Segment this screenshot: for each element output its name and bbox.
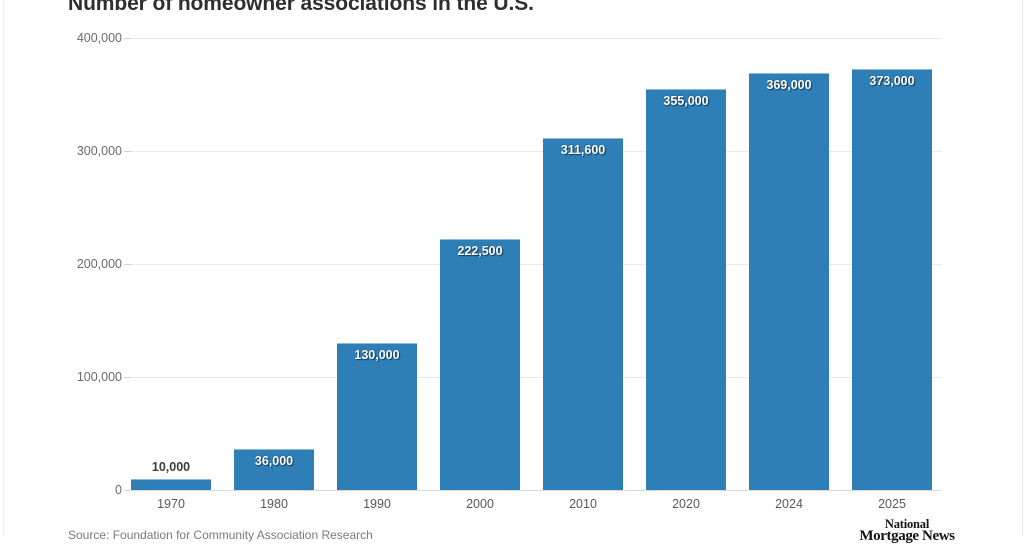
x-tick-label-1990: 1990 [363,497,391,511]
national-mortgage-news-logo: National Mortgage News [852,517,962,545]
x-tick-label-1970: 1970 [157,497,185,511]
bar-label-1970: 10,000 [151,460,191,474]
gridline-400000 [124,38,942,39]
x-tick-label-2024: 2024 [775,497,803,511]
gridline-0 [124,490,942,491]
x-tick-label-2010: 2010 [569,497,597,511]
gridline-300000 [124,151,942,152]
bar-label-2010: 311,600 [560,143,606,157]
bar-2024[interactable] [749,73,829,490]
bar-1970[interactable] [131,479,211,490]
x-tick-label-2025: 2025 [878,497,906,511]
y-tick-label-0: 0 [115,483,122,497]
x-tick-label-1980: 1980 [260,497,288,511]
logo-line-2: Mortgage News [859,527,955,544]
y-tick-label-200000: 200,000 [76,257,122,271]
gridline-100000 [124,377,942,378]
bar-label-2024: 369,000 [766,78,812,92]
bar-2000[interactable] [440,239,520,490]
y-tick-label-100000: 100,000 [76,370,122,384]
y-tick-label-400000: 400,000 [76,31,122,45]
y-axis-labels: 400,000 300,000 200,000 100,000 0 [58,31,122,497]
source-note: Source: Foundation for Community Associa… [68,528,373,542]
bar-label-1980: 36,000 [254,454,294,468]
y-tick-label-300000: 300,000 [76,144,122,158]
bar-1990[interactable] [337,343,417,490]
x-axis-labels: 1970 1980 1990 2000 2010 2020 2024 2025 [131,0,942,538]
bar-2020[interactable] [646,89,726,490]
x-tick-label-2020: 2020 [672,497,700,511]
bar-label-2025: 373,000 [869,74,915,88]
bar-2010[interactable] [543,138,623,490]
bar-2025[interactable] [852,69,932,490]
x-tick-label-2000: 2000 [466,497,494,511]
logo-line-1: National [884,517,930,531]
gridline-200000 [124,264,942,265]
page-title: Number of homeowner associations in the … [68,0,534,15]
bar-label-2020: 355,000 [663,94,709,108]
bar-label-1990: 130,000 [354,348,400,362]
bar-1980[interactable] [234,449,314,490]
bar-label-2000: 222,500 [457,244,503,258]
plot-area: 10,000 36,000 130,000 222,500 311,600 35… [124,38,942,491]
